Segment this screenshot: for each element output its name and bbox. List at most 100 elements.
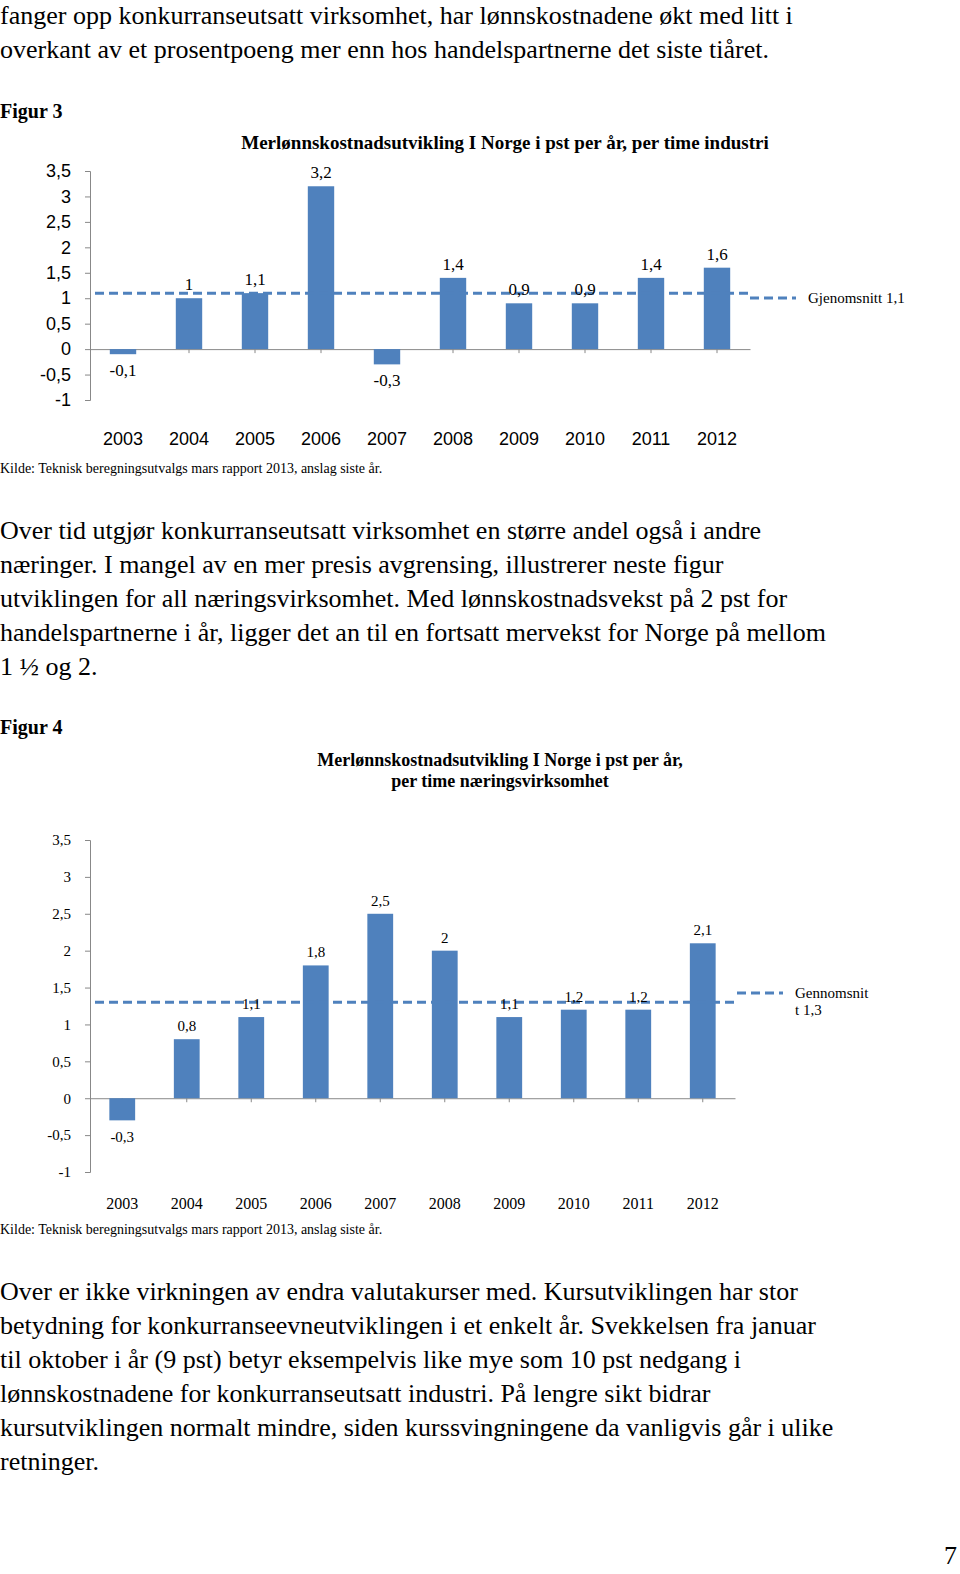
- x-tick-mark: [585, 349, 586, 353]
- chart: -1-0,500,511,522,533,5200320042005200620…: [47, 832, 735, 1212]
- x-tick: 2004: [169, 349, 209, 449]
- page: fanger opp konkurranseutsatt virksomhet,…: [0, 0, 960, 1574]
- y-tick-label: 3: [64, 869, 72, 885]
- bar: [176, 298, 202, 349]
- x-tick-label: 2011: [623, 1195, 654, 1212]
- y-tick-label: 1: [61, 288, 71, 308]
- y-tick-label: 0: [61, 339, 71, 359]
- data-label: -0,3: [110, 1129, 134, 1145]
- y-tick-label: 3: [61, 187, 71, 207]
- bar: [374, 349, 400, 364]
- x-tick-label: 2003: [106, 1195, 138, 1212]
- y-tick-mark: [85, 273, 90, 274]
- x-tick: 2006: [301, 349, 341, 449]
- x-tick-label: 2009: [493, 1195, 525, 1212]
- chart: -1-0,500,511,522,533,5200320042005200620…: [40, 161, 751, 449]
- y-tick-mark: [85, 1024, 90, 1025]
- y-tick-label: 0: [64, 1091, 72, 1107]
- y-tick-label: 0,5: [46, 314, 71, 334]
- x-tick-mark: [453, 349, 454, 353]
- y-tick-label: 3,5: [46, 161, 71, 181]
- y-tick-mark: [85, 298, 90, 299]
- x-tick-label: 2004: [171, 1195, 203, 1212]
- y-tick: 0,5: [46, 314, 90, 334]
- y-tick-label: 1,5: [46, 263, 71, 283]
- x-tick-mark: [717, 349, 718, 353]
- x-tick: 2008: [433, 349, 473, 449]
- data-label: 2: [441, 930, 449, 946]
- plot-area: [95, 914, 735, 1121]
- data-label: 1,1: [242, 996, 261, 1012]
- source-note: Kilde: Teknisk beregningsutvalgs mars ra…: [0, 461, 382, 476]
- y-tick-label: 2,5: [52, 906, 71, 922]
- figure-label: Figur 3: [0, 100, 62, 123]
- data-label: 1,1: [500, 996, 519, 1012]
- x-tick-label: 2004: [169, 429, 209, 449]
- y-tick: 2: [61, 238, 90, 258]
- y-tick: 3,5: [52, 832, 90, 848]
- chart-title: per time næringsvirksomhet: [391, 771, 609, 791]
- paragraph-line: 1 ½ og 2.: [0, 652, 98, 681]
- paragraph-line: Over er ikke virkningen av endra valutak…: [0, 1277, 798, 1306]
- figure-label: Figur 4: [0, 716, 62, 739]
- paragraph-line: betydning for konkurranseevneutviklingen…: [0, 1311, 816, 1340]
- x-tick-label: 2012: [687, 1195, 719, 1212]
- x-tick-mark: [321, 349, 322, 353]
- x-tick-label: 2012: [697, 429, 737, 449]
- paragraph-line: handelspartnerne i år, ligger det an til…: [0, 618, 826, 647]
- x-tick: 2003: [106, 1098, 138, 1212]
- paragraph-line: Over tid utgjør konkurranseutsatt virkso…: [0, 516, 761, 545]
- paragraph-line: til oktober i år (9 pst) betyr eksempelv…: [0, 1345, 741, 1374]
- legend-swatch: [737, 992, 783, 995]
- y-tick: 2,5: [52, 906, 90, 922]
- x-tick-label: 2007: [367, 429, 407, 449]
- x-tick-mark: [519, 349, 520, 353]
- x-tick-label: 2005: [235, 429, 275, 449]
- data-label: 0,8: [177, 1018, 196, 1034]
- x-tick: 2004: [171, 1098, 203, 1212]
- bar: [110, 349, 136, 354]
- data-label: 1: [185, 275, 194, 294]
- x-tick: 2010: [558, 1098, 590, 1212]
- y-tick-mark: [85, 400, 90, 401]
- y-tick-label: 2,5: [46, 212, 71, 232]
- average-line: [95, 292, 750, 295]
- plot-area: [95, 186, 750, 364]
- x-tick-label: 2011: [632, 429, 671, 449]
- data-label: 1,2: [629, 989, 648, 1005]
- x-tick-mark: [255, 349, 256, 353]
- page-number: 7: [944, 1541, 957, 1570]
- chart-title: Merlønnskostnadsutvikling I Norge i pst …: [317, 750, 683, 770]
- x-tick-label: 2010: [558, 1195, 590, 1212]
- data-label: 0,9: [574, 280, 595, 299]
- bar: [638, 278, 664, 349]
- y-tick-label: -1: [55, 390, 71, 410]
- bar: [561, 1010, 587, 1099]
- y-tick-mark: [85, 1172, 90, 1173]
- y-tick-mark: [85, 877, 90, 878]
- data-label: 1,8: [306, 944, 325, 960]
- data-label: -0,3: [374, 371, 401, 390]
- x-tick: 2005: [235, 1098, 267, 1212]
- bar: [432, 951, 458, 1099]
- x-tick-mark: [251, 1098, 252, 1102]
- y-tick-label: 0,5: [52, 1054, 71, 1070]
- x-tick-mark: [444, 1098, 445, 1102]
- data-label: 1,4: [442, 255, 464, 274]
- data-label: 0,9: [508, 280, 529, 299]
- y-tick: 0: [64, 1091, 91, 1107]
- y-tick-mark: [85, 375, 90, 376]
- y-tick-mark: [85, 222, 90, 223]
- bar: [238, 1017, 264, 1098]
- y-tick: 0: [61, 339, 90, 359]
- y-tick: -0,5: [40, 365, 90, 385]
- legend-label: Gennomsnit: [795, 985, 869, 1001]
- paragraph-line: lønnskostnadene for konkurranseutsatt in…: [0, 1379, 711, 1408]
- legend-label: t 1,3: [795, 1002, 822, 1018]
- y-tick-label: 3,5: [52, 832, 71, 848]
- x-tick-mark: [186, 1098, 187, 1102]
- data-label: 3,2: [310, 163, 331, 182]
- x-tick: 2010: [565, 349, 605, 449]
- x-tick-label: 2006: [300, 1195, 332, 1212]
- y-tick-mark: [85, 840, 90, 841]
